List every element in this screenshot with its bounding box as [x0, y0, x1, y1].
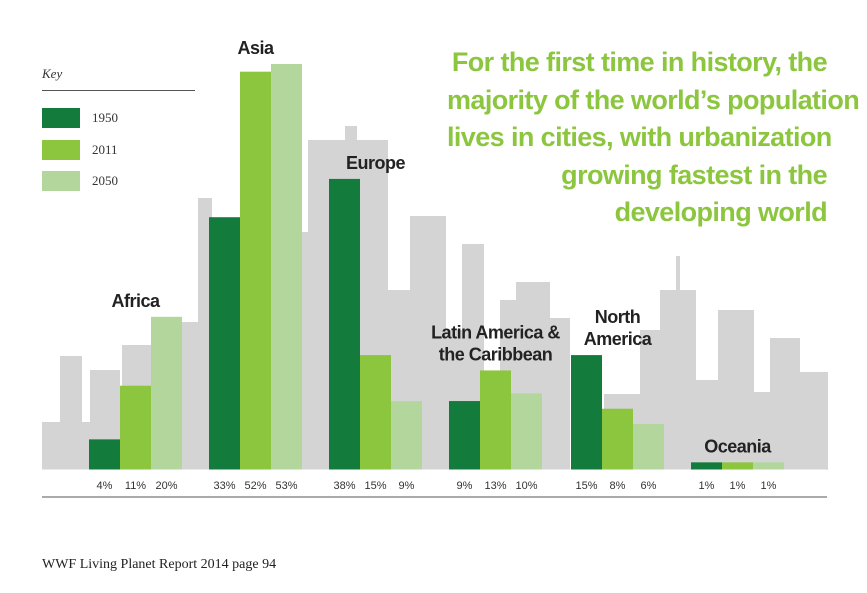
category-label: North: [595, 307, 641, 327]
headline-line: growing fastest in the: [561, 159, 827, 190]
category-labels: Africa Asia Europe Latin America &the Carib…: [111, 38, 772, 456]
value-label: 11%: [125, 480, 146, 492]
bar-2011-1: [240, 71, 271, 471]
value-label: 1%: [730, 480, 746, 492]
key-label-2011: 2011: [92, 142, 118, 157]
category-label: Latin America &: [431, 322, 560, 342]
value-label: 4%: [97, 480, 113, 492]
key-title: Key: [42, 66, 63, 81]
value-label: 15%: [364, 480, 386, 492]
bar-1950-5: [691, 462, 722, 470]
bar-2050-2: [391, 401, 422, 470]
value-label: 10%: [515, 480, 537, 492]
bar-2011-4: [602, 408, 633, 470]
bar-2050-3: [511, 393, 542, 470]
headline-line: developing world: [614, 197, 828, 227]
category-label: the Caribbean: [439, 344, 553, 364]
bars: [89, 64, 784, 471]
key-swatch-2011: [42, 140, 80, 160]
value-label: 33%: [213, 480, 235, 492]
value-label: 9%: [399, 480, 415, 492]
category-label: America: [584, 329, 653, 349]
value-label: 9%: [457, 480, 473, 492]
category-label: Oceania: [704, 436, 772, 456]
key-item-2011: 2011: [42, 140, 118, 160]
bar-2011-5: [722, 462, 753, 470]
bar-1950-0: [89, 439, 120, 470]
headline-line: lives in cities, with urbanization: [447, 122, 832, 152]
key-divider: [42, 90, 195, 91]
bar-1950-2: [329, 178, 360, 471]
headline: For the first time in history, the major…: [447, 44, 860, 232]
source-footer: WWF Living Planet Report 2014 page 94: [42, 557, 277, 572]
value-label: 38%: [333, 480, 355, 492]
value-label: 53%: [275, 480, 297, 492]
value-label: 20%: [155, 480, 177, 492]
value-label: 1%: [761, 480, 777, 492]
bar-1950-3: [449, 401, 480, 470]
key-item-1950: 1950: [42, 108, 118, 128]
value-label: 8%: [610, 480, 626, 492]
bar-2050-4: [633, 424, 664, 470]
value-label: 52%: [244, 480, 266, 492]
bar-2050-1: [271, 64, 302, 470]
headline-line: majority of the world’s population: [447, 84, 860, 115]
value-label: 15%: [575, 480, 597, 492]
key-swatch-1950: [42, 108, 80, 128]
key-swatch-2050: [42, 171, 80, 191]
bar-1950-4: [571, 355, 602, 470]
key-item-2050: 2050: [42, 171, 118, 191]
bar-1950-1: [209, 217, 240, 470]
key-label-2050: 2050: [92, 173, 118, 188]
bar-2011-2: [360, 355, 391, 470]
value-label: 1%: [699, 480, 715, 492]
category-label: Asia: [237, 38, 275, 58]
key-label-1950: 1950: [92, 110, 118, 125]
bar-2011-0: [120, 385, 151, 470]
value-label: 13%: [484, 480, 506, 492]
bar-2050-0: [151, 316, 182, 470]
bar-2050-5: [753, 462, 784, 470]
bar-2011-3: [480, 370, 511, 470]
value-label: 6%: [641, 480, 657, 492]
category-label: Africa: [111, 291, 161, 311]
category-label: Europe: [346, 153, 405, 173]
value-labels: 4% 11% 20% 33% 52% 53% 38% 15% 9% 9% 13% 10% 15% 8% 6%…: [97, 480, 777, 492]
headline-line: For the first time in history, the: [451, 47, 828, 77]
